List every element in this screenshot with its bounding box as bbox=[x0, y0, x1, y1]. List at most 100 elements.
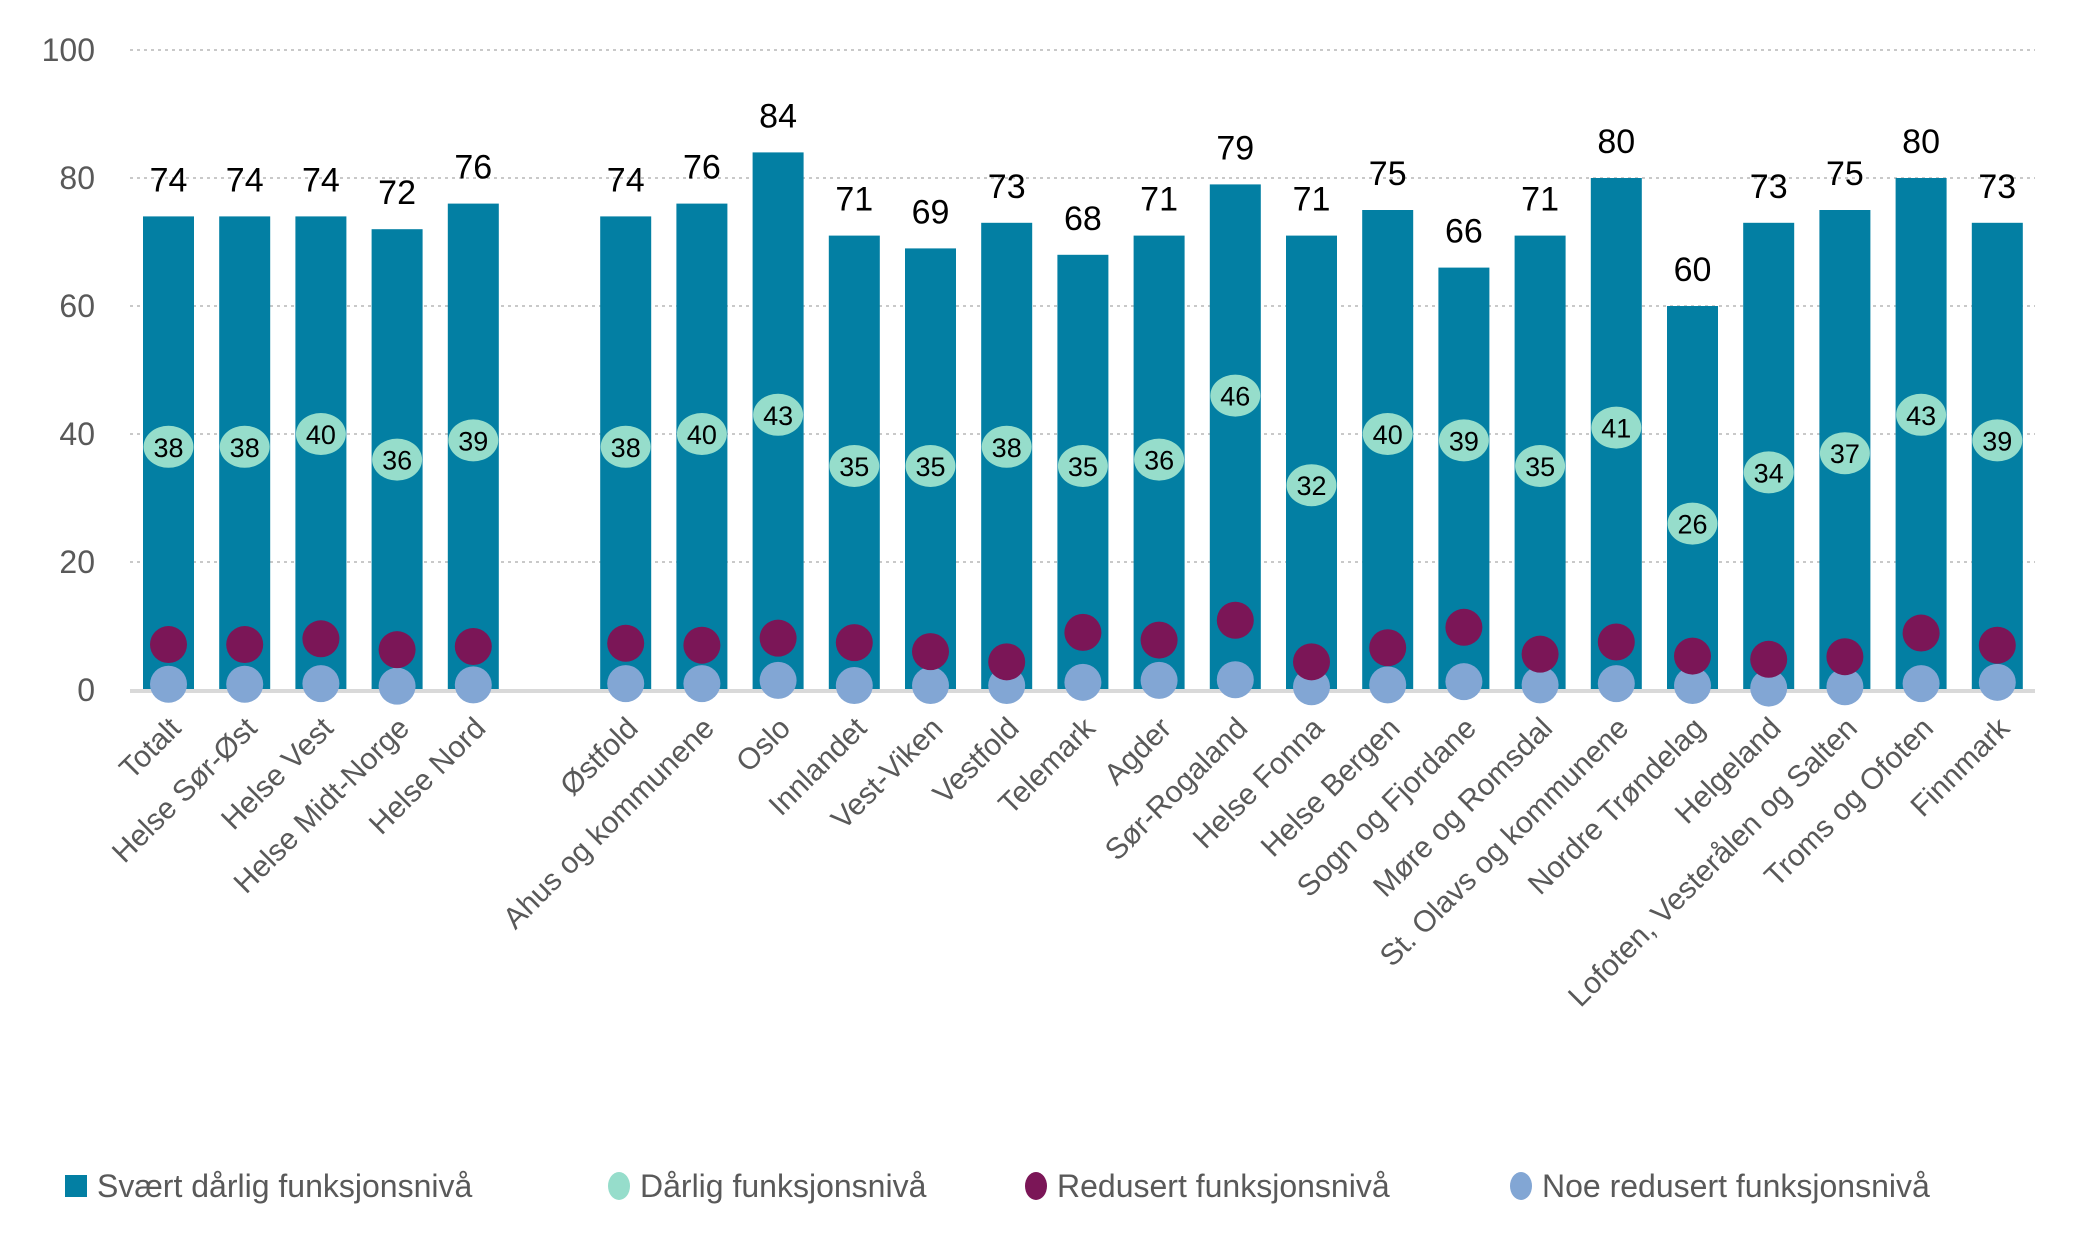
dot-darlig bbox=[676, 413, 727, 455]
dot-redusert bbox=[835, 624, 873, 662]
dot-darlig bbox=[1667, 502, 1718, 545]
dot-darlig bbox=[143, 425, 194, 468]
y-tick-label: 0 bbox=[77, 672, 95, 708]
dot-darlig bbox=[1972, 419, 2023, 462]
legend-label: Redusert funksjonsnivå bbox=[1057, 1167, 1390, 1204]
dot-redusert bbox=[1445, 608, 1483, 646]
dot-noe-redusert bbox=[1140, 661, 1178, 699]
dot-noe-redusert bbox=[1978, 663, 2016, 701]
dot-darlig bbox=[295, 413, 346, 455]
legend-label: Dårlig funksjonsnivå bbox=[640, 1167, 927, 1204]
dot-value-label: 39 bbox=[1982, 426, 2012, 456]
bar bbox=[1667, 306, 1718, 690]
dot-redusert bbox=[1216, 601, 1254, 639]
dot-redusert bbox=[1369, 629, 1407, 667]
bar bbox=[1286, 235, 1337, 690]
dot-darlig bbox=[753, 393, 804, 436]
dot-redusert bbox=[1521, 635, 1559, 673]
dot-value-label: 40 bbox=[1373, 420, 1403, 450]
dot-darlig bbox=[600, 425, 651, 468]
dot-value-label: 32 bbox=[1296, 471, 1326, 501]
bar-value-label: 75 bbox=[1369, 155, 1407, 193]
dot-noe-redusert bbox=[302, 665, 340, 703]
dot-noe-redusert bbox=[1750, 669, 1788, 707]
dot-noe-redusert bbox=[1826, 668, 1864, 706]
dot-redusert bbox=[1750, 640, 1788, 678]
dot-noe-redusert bbox=[454, 666, 492, 704]
dot-value-label: 38 bbox=[153, 433, 183, 463]
dot-noe-redusert bbox=[150, 665, 187, 703]
bar-value-label: 79 bbox=[1216, 129, 1254, 167]
dot-darlig bbox=[1515, 445, 1566, 487]
dot-redusert bbox=[378, 631, 416, 669]
dot-redusert bbox=[1674, 637, 1711, 675]
dot-noe-redusert bbox=[912, 667, 949, 705]
dot-darlig bbox=[829, 445, 880, 487]
dot-darlig bbox=[1438, 419, 1489, 462]
dot-noe-redusert bbox=[1597, 665, 1635, 703]
bar-value-label: 69 bbox=[912, 193, 950, 231]
bar-value-label: 80 bbox=[1597, 123, 1635, 161]
y-tick-label: 100 bbox=[42, 32, 95, 68]
dot-noe-redusert bbox=[1521, 666, 1559, 704]
legend-label: Svært dårlig funksjonsnivå bbox=[97, 1167, 473, 1204]
dot-noe-redusert bbox=[1674, 667, 1711, 705]
bar-value-label: 68 bbox=[1064, 200, 1102, 238]
dot-darlig bbox=[1057, 445, 1108, 487]
y-axis-ticks: 0 20 40 60 80 100 bbox=[42, 32, 95, 708]
dot-darlig bbox=[1896, 393, 1947, 436]
bar-value-label: 71 bbox=[835, 181, 873, 219]
dot-value-label: 40 bbox=[687, 420, 717, 450]
dot-redusert bbox=[1293, 643, 1330, 681]
dot-redusert bbox=[1597, 623, 1635, 661]
dot-noe-redusert bbox=[683, 665, 721, 703]
dot-darlig bbox=[372, 438, 423, 481]
dot-darlig bbox=[981, 425, 1032, 468]
bar-value-label: 74 bbox=[226, 161, 264, 199]
bar-value-label: 60 bbox=[1674, 251, 1712, 289]
dot-value-label: 46 bbox=[1220, 382, 1250, 412]
dot-value-label: 38 bbox=[992, 433, 1022, 463]
dot-redusert bbox=[912, 633, 949, 671]
dot-value-label: 36 bbox=[1144, 446, 1174, 476]
dot-value-label: 39 bbox=[458, 426, 488, 456]
dot-redusert bbox=[226, 626, 264, 664]
dot-darlig bbox=[1134, 438, 1185, 481]
dot-darlig bbox=[1819, 432, 1870, 475]
dot-redusert bbox=[607, 624, 645, 662]
dot-value-label: 39 bbox=[1449, 426, 1479, 456]
dot-darlig bbox=[905, 445, 956, 487]
legend-item-noe-redusert[interactable]: Noe redusert funksjonsnivå bbox=[1510, 1158, 1930, 1214]
legend-dot-icon bbox=[1510, 1172, 1532, 1200]
dot-value-label: 40 bbox=[306, 420, 336, 450]
bar-value-label: 66 bbox=[1445, 213, 1483, 251]
bar-value-label: 75 bbox=[1826, 155, 1864, 193]
bar-value-label: 73 bbox=[988, 168, 1026, 206]
dot-noe-redusert bbox=[1064, 663, 1102, 701]
dot-value-label: 38 bbox=[611, 433, 641, 463]
dots bbox=[143, 374, 2023, 707]
dot-darlig bbox=[448, 419, 499, 462]
legend-item-svaert-darlig[interactable]: Svært dårlig funksjonsnivå bbox=[65, 1158, 472, 1214]
data-labels: 74 74 74 72 76 74 76 84 71 69 73 68 71 79 71 75 66 71 80 60… bbox=[150, 97, 2017, 539]
dot-redusert bbox=[1140, 621, 1178, 659]
bar-value-label: 73 bbox=[1750, 168, 1788, 206]
y-tick-label: 40 bbox=[59, 416, 95, 452]
bar-value-label: 76 bbox=[683, 149, 721, 187]
dot-noe-redusert bbox=[1216, 661, 1254, 699]
dot-noe-redusert bbox=[759, 661, 797, 699]
dot-redusert bbox=[150, 626, 187, 664]
legend-item-redusert[interactable]: Redusert funksjonsnivå bbox=[1025, 1158, 1390, 1214]
dot-noe-redusert bbox=[607, 665, 645, 703]
legend-dot-icon bbox=[608, 1172, 630, 1200]
dot-darlig bbox=[1591, 406, 1642, 449]
legend-dot-icon bbox=[1025, 1172, 1047, 1200]
dot-redusert bbox=[454, 627, 492, 665]
dot-value-label: 35 bbox=[1525, 452, 1555, 482]
dot-darlig bbox=[1362, 413, 1413, 455]
dot-noe-redusert bbox=[1902, 665, 1940, 703]
legend-item-darlig[interactable]: Dårlig funksjonsnivå bbox=[608, 1158, 926, 1214]
dot-redusert bbox=[1902, 614, 1940, 652]
